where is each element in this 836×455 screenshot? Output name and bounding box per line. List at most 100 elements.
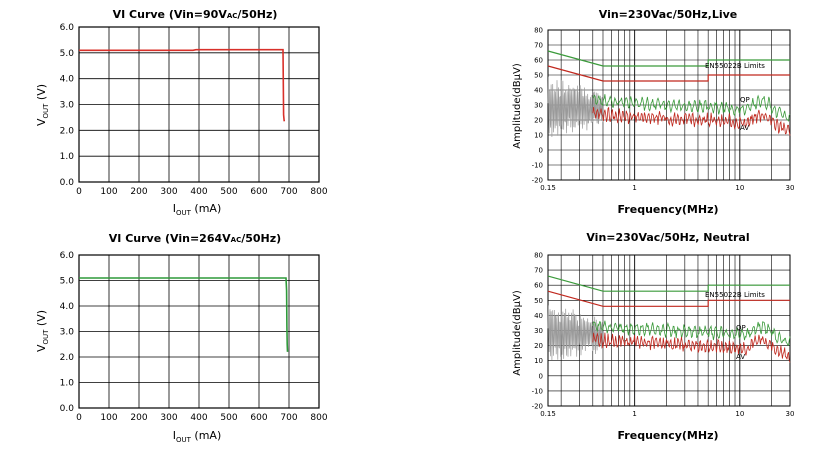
y-tick-label: 60 [534,282,543,290]
x-tick-label: 0.15 [540,410,556,418]
y-axis-label: Amplitude(dBμV) [512,290,523,376]
x-tick-label: 300 [160,413,177,423]
x-tick-label: 30 [786,410,795,418]
x-axis-label: Frequency(MHz) [618,429,719,442]
av-annotation: AV [740,124,749,132]
chart-title: VI Curve (Vin=264VAC/50Hz) [109,232,281,245]
y-tick-label: 3.0 [60,101,75,111]
y-tick-label: 50 [534,297,543,305]
qp-trace-line [592,320,791,346]
x-tick-label: 700 [280,413,297,423]
y-tick-label: 5.0 [60,277,75,287]
x-tick-label: 300 [160,187,177,197]
chart-title: Vin=230Vac/50Hz,Live [599,8,737,21]
qp-annotation: QP [736,324,746,332]
emi-live-chart: Vin=230Vac/50Hz,Live 0.15 1 10 30 -20 -10 0 10… [500,0,836,222]
y-tick-label: 40 [534,87,543,95]
y-tick-label: 2.0 [60,126,75,136]
y-tick-label: 30 [534,102,543,110]
x-tick-label: 500 [220,413,237,423]
y-tick-label: 4.0 [60,75,75,85]
x-tick-label: 10 [735,184,744,192]
av-limit-line [547,290,790,307]
qp-annotation: QP [740,96,750,104]
chart-title: Vin=230Vac/50Hz, Neutral [586,231,749,244]
y-tick-label: 70 [534,267,543,275]
y-tick-label: 6.0 [60,23,75,33]
av-limit-line [547,65,790,82]
y-axis-label: Amplitude(dBμV) [512,63,523,149]
vi-curve-line [79,277,289,352]
x-axis-label: IOUT (mA) [173,202,222,217]
limits-annotation: EN55022B Limits [705,62,765,70]
qp-limit-line [547,275,790,292]
x-tick-label: 100 [100,413,117,423]
y-tick-label: -20 [532,177,543,185]
x-tick-label: 600 [250,413,267,423]
y-tick-label: 2.0 [60,353,75,363]
limits-annotation: EN55022B Limits [705,291,765,299]
y-tick-label: 3.0 [60,328,75,338]
vi-chart-svg: VI Curve (Vin=264VAC/50Hz) 0 100 200 300 400… [35,232,328,444]
x-tick-label: 1 [632,410,636,418]
x-axis-label: Frequency(MHz) [618,203,719,216]
y-tick-label: 80 [534,27,543,35]
qp-trace-line [592,94,791,122]
x-tick-label: 400 [190,187,207,197]
y-tick-label: 0.0 [60,404,75,414]
y-tick-label: 10 [534,132,543,140]
scan-trace-line [547,305,604,361]
vi-curve-line [79,48,286,122]
y-tick-label: 40 [534,312,543,320]
y-tick-label: 5.0 [60,49,75,59]
y-tick-label: 20 [534,342,543,350]
vi-curve-chart-264vac: VI Curve (Vin=264VAC/50Hz) 0 100 200 300 400… [0,227,340,451]
x-tick-label: 200 [130,187,147,197]
x-tick-label: 100 [100,187,117,197]
y-tick-label: -10 [532,162,543,170]
x-tick-label: 0.15 [540,184,556,192]
x-tick-label: 1 [632,184,636,192]
x-tick-label: 200 [130,413,147,423]
av-trace-line [592,106,791,136]
x-tick-label: 700 [280,187,297,197]
y-tick-label: 30 [534,327,543,335]
x-tick-label: 400 [190,413,207,423]
y-tick-label: 0 [539,372,543,380]
y-tick-label: 80 [534,252,543,260]
y-tick-label: 60 [534,57,543,65]
emi-chart-svg: Vin=230Vac/50Hz, Neutral 0.15 1 10 30 -20 -1… [512,231,795,442]
x-tick-label: 0 [76,413,82,423]
y-tick-label: 6.0 [60,251,75,261]
y-axis-label: VOUT (V) [35,84,50,126]
emi-neutral-chart: Vin=230Vac/50Hz, Neutral 0.15 1 10 30 -20 -1… [500,227,836,451]
x-tick-label: 500 [220,187,237,197]
x-tick-label: 10 [735,410,744,418]
x-tick-label: 800 [310,413,327,423]
qp-limit-line [547,50,790,67]
av-trace-line [592,332,791,363]
y-tick-label: 50 [534,72,543,80]
y-tick-label: -10 [532,387,543,395]
y-tick-label: -20 [532,403,543,411]
vi-chart-svg: VI Curve (Vin=90VAC/50Hz) 0 100 200 300 400 5… [35,8,328,217]
y-tick-label: 4.0 [60,302,75,312]
y-tick-label: 0 [539,147,543,155]
x-tick-label: 800 [310,187,327,197]
y-axis-label: VOUT (V) [35,310,50,352]
chart-title: VI Curve (Vin=90VAC/50Hz) [113,8,278,21]
emi-chart-svg: Vin=230Vac/50Hz,Live 0.15 1 10 30 -20 -10 0 10… [512,8,795,216]
y-tick-label: 1.0 [60,152,75,162]
vi-curve-chart-90vac: VI Curve (Vin=90VAC/50Hz) 0 100 200 300 400 5… [0,0,340,222]
x-tick-label: 0 [76,187,82,197]
x-tick-label: 600 [250,187,267,197]
y-tick-label: 20 [534,117,543,125]
av-annotation: AV [736,353,745,361]
y-tick-label: 10 [534,357,543,365]
y-tick-label: 1.0 [60,379,75,389]
y-tick-label: 0.0 [60,178,75,188]
y-tick-label: 70 [534,42,543,50]
x-tick-label: 30 [786,184,795,192]
x-axis-label: IOUT (mA) [173,429,222,444]
